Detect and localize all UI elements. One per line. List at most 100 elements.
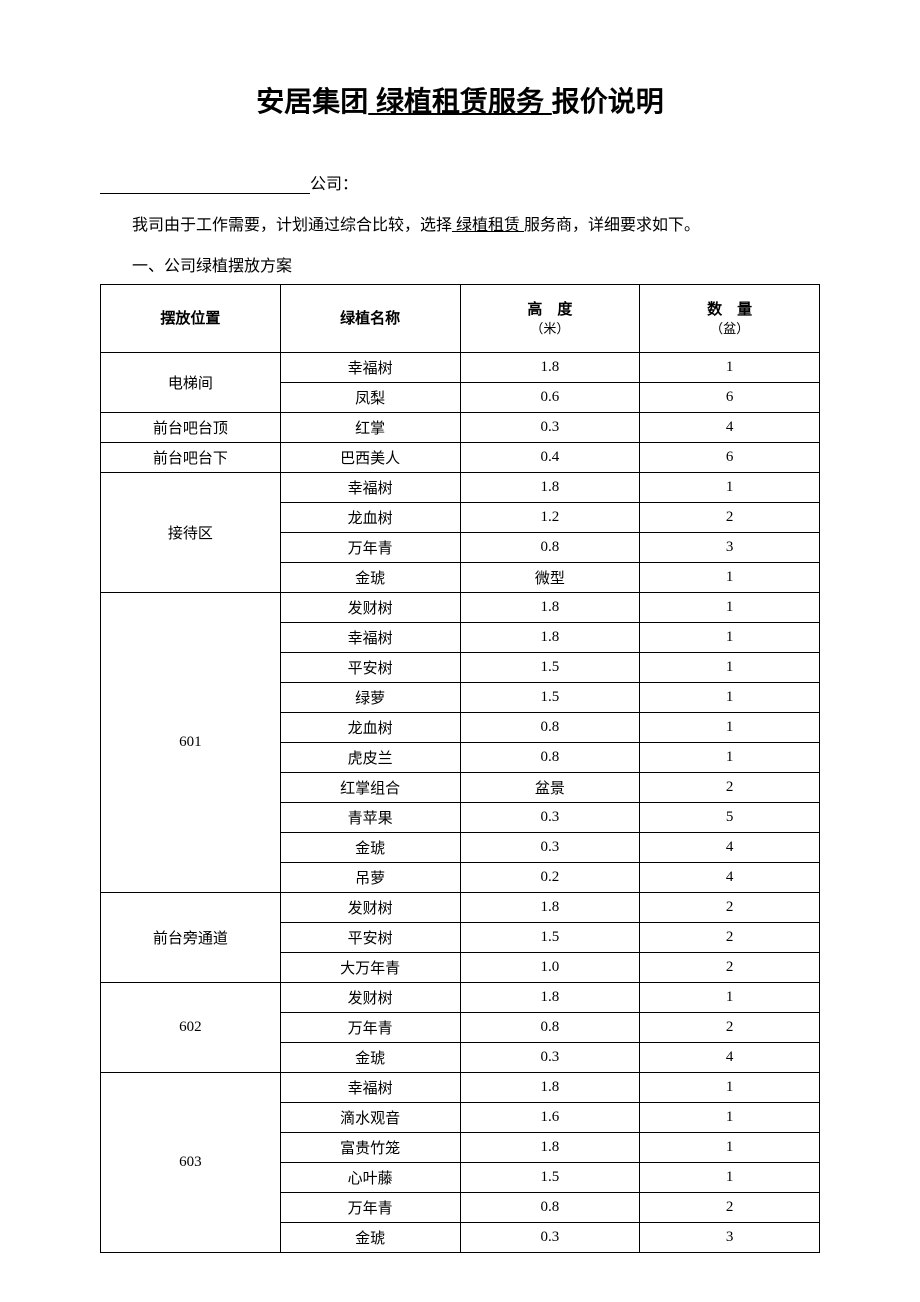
quantity-cell: 1	[640, 473, 820, 503]
height-cell: 0.2	[460, 863, 640, 893]
plant-name-cell: 滴水观音	[280, 1103, 460, 1133]
plant-name-cell: 大万年青	[280, 953, 460, 983]
plant-name-cell: 万年青	[280, 533, 460, 563]
quantity-cell: 1	[640, 353, 820, 383]
plant-name-cell: 幸福树	[280, 473, 460, 503]
plant-name-cell: 万年青	[280, 1193, 460, 1223]
title-underlined: 绿植租赁服务	[368, 86, 552, 117]
height-cell: 1.6	[460, 1103, 640, 1133]
height-cell: 1.5	[460, 653, 640, 683]
table-row: 前台吧台顶红掌0.34	[101, 413, 820, 443]
height-cell: 1.0	[460, 953, 640, 983]
quantity-cell: 2	[640, 893, 820, 923]
title-prefix: 安居集团	[256, 86, 368, 117]
height-cell: 1.8	[460, 473, 640, 503]
quantity-cell: 6	[640, 383, 820, 413]
table-header-cell: 数 量（盆）	[640, 285, 820, 353]
quantity-cell: 4	[640, 863, 820, 893]
plant-name-cell: 龙血树	[280, 503, 460, 533]
table-row: 电梯间幸福树1.81	[101, 353, 820, 383]
plant-name-cell: 绿萝	[280, 683, 460, 713]
table-row: 前台旁通道发财树1.82	[101, 893, 820, 923]
table-row: 前台吧台下巴西美人0.46	[101, 443, 820, 473]
height-cell: 0.3	[460, 803, 640, 833]
intro-before: 我司由于工作需要，计划通过综合比较，选择	[132, 217, 452, 234]
quantity-cell: 2	[640, 1013, 820, 1043]
plant-name-cell: 平安树	[280, 923, 460, 953]
location-cell: 前台旁通道	[101, 893, 281, 983]
location-cell: 电梯间	[101, 353, 281, 413]
quantity-cell: 1	[640, 563, 820, 593]
plant-name-cell: 万年青	[280, 1013, 460, 1043]
quantity-cell: 3	[640, 533, 820, 563]
height-cell: 1.8	[460, 1073, 640, 1103]
quantity-cell: 1	[640, 653, 820, 683]
plant-name-cell: 凤梨	[280, 383, 460, 413]
plant-name-cell: 青苹果	[280, 803, 460, 833]
plant-name-cell: 发财树	[280, 593, 460, 623]
plant-name-cell: 吊萝	[280, 863, 460, 893]
height-cell: 1.8	[460, 353, 640, 383]
table-row: 601发财树1.81	[101, 593, 820, 623]
height-cell: 0.3	[460, 1043, 640, 1073]
location-cell: 接待区	[101, 473, 281, 593]
quantity-cell: 1	[640, 1103, 820, 1133]
quantity-cell: 1	[640, 683, 820, 713]
table-row: 接待区幸福树1.81	[101, 473, 820, 503]
quantity-cell: 1	[640, 743, 820, 773]
intro-paragraph: 我司由于工作需要，计划通过综合比较，选择 绿植租赁 服务商，详细要求如下。	[100, 210, 820, 242]
plant-name-cell: 幸福树	[280, 623, 460, 653]
height-cell: 盆景	[460, 773, 640, 803]
height-cell: 1.8	[460, 983, 640, 1013]
quantity-cell: 1	[640, 593, 820, 623]
height-cell: 1.8	[460, 593, 640, 623]
height-cell: 0.3	[460, 833, 640, 863]
plant-name-cell: 龙血树	[280, 713, 460, 743]
plant-name-cell: 金琥	[280, 1043, 460, 1073]
quantity-cell: 1	[640, 1133, 820, 1163]
plant-name-cell: 虎皮兰	[280, 743, 460, 773]
height-cell: 0.8	[460, 713, 640, 743]
plant-name-cell: 发财树	[280, 893, 460, 923]
quantity-cell: 6	[640, 443, 820, 473]
quantity-cell: 1	[640, 1163, 820, 1193]
table-header-cell: 绿植名称	[280, 285, 460, 353]
plant-name-cell: 红掌组合	[280, 773, 460, 803]
quantity-cell: 1	[640, 1073, 820, 1103]
height-cell: 0.8	[460, 1193, 640, 1223]
quantity-cell: 2	[640, 953, 820, 983]
plant-table: 摆放位置绿植名称高 度（米）数 量（盆） 电梯间幸福树1.81凤梨0.66前台吧…	[100, 284, 820, 1253]
plant-name-cell: 发财树	[280, 983, 460, 1013]
quantity-cell: 1	[640, 623, 820, 653]
plant-name-cell: 心叶藤	[280, 1163, 460, 1193]
height-cell: 1.2	[460, 503, 640, 533]
quantity-cell: 5	[640, 803, 820, 833]
table-header-row: 摆放位置绿植名称高 度（米）数 量（盆）	[101, 285, 820, 353]
height-cell: 0.8	[460, 533, 640, 563]
quantity-cell: 3	[640, 1223, 820, 1253]
location-cell: 603	[101, 1073, 281, 1253]
location-cell: 前台吧台顶	[101, 413, 281, 443]
height-cell: 1.5	[460, 923, 640, 953]
intro-after: 服务商，详细要求如下。	[524, 217, 700, 234]
quantity-cell: 1	[640, 983, 820, 1013]
quantity-cell: 2	[640, 773, 820, 803]
location-cell: 前台吧台下	[101, 443, 281, 473]
quantity-cell: 2	[640, 1193, 820, 1223]
plant-name-cell: 金琥	[280, 833, 460, 863]
height-cell: 1.8	[460, 623, 640, 653]
quantity-cell: 1	[640, 713, 820, 743]
recipient-blank	[100, 193, 310, 194]
intro-underlined: 绿植租赁	[452, 217, 524, 234]
quantity-cell: 4	[640, 833, 820, 863]
height-cell: 0.3	[460, 413, 640, 443]
plant-name-cell: 幸福树	[280, 353, 460, 383]
location-cell: 602	[101, 983, 281, 1073]
height-cell: 1.8	[460, 893, 640, 923]
plant-name-cell: 幸福树	[280, 1073, 460, 1103]
quantity-cell: 4	[640, 1043, 820, 1073]
table-header-cell: 高 度（米）	[460, 285, 640, 353]
location-cell: 601	[101, 593, 281, 893]
height-cell: 0.8	[460, 743, 640, 773]
plant-name-cell: 平安树	[280, 653, 460, 683]
